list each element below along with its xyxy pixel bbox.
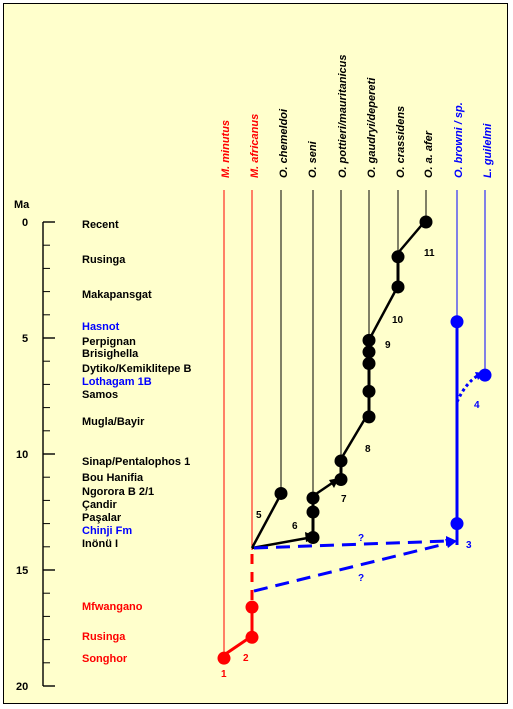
lineage-point xyxy=(245,600,259,614)
lineage-point xyxy=(419,215,433,229)
node-label-3: 3 xyxy=(466,540,472,551)
lineage-point xyxy=(217,651,231,665)
lineage-paths xyxy=(223,219,484,657)
tick-label-5: 5 xyxy=(22,333,28,345)
site-samos: Samos xyxy=(82,389,118,401)
lineage-point xyxy=(362,333,376,347)
node-label-6: 6 xyxy=(292,521,298,532)
taxon-o-gaudryi: O. gaudryi/depereti xyxy=(366,77,378,178)
site-lothagam: Lothagam 1B xyxy=(82,376,152,388)
node-label-10: 10 xyxy=(392,315,404,326)
lineage-point xyxy=(245,630,259,644)
lineage-point xyxy=(334,473,348,487)
site-inonu: Inönü I xyxy=(82,538,118,550)
site-rusinga-upper: Rusinga xyxy=(82,254,126,266)
taxon-m-minutus: M. minutus xyxy=(220,120,232,178)
question-mark-upper: ? xyxy=(358,533,364,544)
black-chemeldoi-branch xyxy=(250,493,283,549)
taxon-m-africanus: M. africanus xyxy=(249,114,261,178)
site-rusinga-lower: Rusinga xyxy=(82,631,126,643)
y-axis-ticks xyxy=(43,221,55,687)
lineage-point xyxy=(391,250,405,264)
taxon-o-browni: O. browni / sp. xyxy=(453,102,465,178)
site-dytiko: Dytiko/Kemiklitepe B xyxy=(82,363,191,375)
node-label-11: 11 xyxy=(424,248,435,259)
taxon-o-crassidens: O. crassidens xyxy=(395,106,407,178)
site-mfwangano: Mfwangano xyxy=(82,601,143,613)
site-labels: Recent Rusinga Makapansgat Hasnot Perpig… xyxy=(82,219,191,665)
taxon-o-a-afer: O. a. afer xyxy=(423,130,435,178)
node-label-8: 8 xyxy=(365,444,371,455)
range-lines xyxy=(223,190,486,655)
taxon-o-seni: O. seni xyxy=(307,140,319,178)
site-hasnot: Hasnot xyxy=(82,321,120,333)
tick-label-15: 15 xyxy=(16,565,28,577)
taxon-o-chemeldoi: O. chemeldoi xyxy=(278,108,290,178)
site-perpignan: Perpignan xyxy=(82,336,136,348)
site-chinji: Chinji Fm xyxy=(82,525,132,537)
blue-dashed-arrowhead-lower xyxy=(445,539,457,548)
node-labels: 1 2 3 4 5 6 7 8 9 10 11 ? ? xyxy=(221,248,480,680)
site-bou-hanifia: Bou Hanifia xyxy=(82,472,144,484)
site-songhor: Songhor xyxy=(82,653,128,665)
site-ngorora: Ngorora B 2/1 xyxy=(82,486,154,498)
lineage-point xyxy=(306,491,320,505)
site-sinap: Sinap/Pentalophos 1 xyxy=(82,456,190,468)
site-makapansgat: Makapansgat xyxy=(82,289,152,301)
lineage-point xyxy=(362,410,376,424)
site-candir: Çandir xyxy=(82,499,118,511)
taxon-l-guilelmi: L. guilelmi xyxy=(482,123,494,178)
lineage-point xyxy=(391,280,405,294)
tick-label-0: 0 xyxy=(22,217,28,229)
blue-guilelmi-dotted xyxy=(455,373,480,403)
lineage-point xyxy=(450,315,464,329)
lineage-point xyxy=(362,384,376,398)
lineage-point xyxy=(274,486,288,500)
taxon-o-pottieri: O. pottieri/mauritanicus xyxy=(337,55,349,178)
lineage-points xyxy=(217,215,492,665)
axis-unit-label: Ma xyxy=(14,199,30,211)
lineage-point xyxy=(334,454,348,468)
taxon-labels: M. minutus M. africanus O. chemeldoi O. … xyxy=(220,55,494,178)
node-label-9: 9 xyxy=(385,340,391,351)
blue-dashed-arrow-upper xyxy=(253,539,450,550)
lineage-point xyxy=(450,517,464,531)
site-pasalar: Paşalar xyxy=(82,512,122,524)
node-label-7: 7 xyxy=(341,494,347,505)
node-label-4: 4 xyxy=(474,400,480,411)
lineage-point xyxy=(362,345,376,359)
lineage-point xyxy=(478,368,492,382)
blue-dashed-arrow-lower xyxy=(253,541,450,593)
black-seni-branch xyxy=(251,535,314,550)
site-recent: Recent xyxy=(82,219,119,231)
lineage-point xyxy=(306,531,320,545)
lineage-point xyxy=(306,505,320,519)
node-label-5: 5 xyxy=(256,510,262,521)
figure-frame xyxy=(3,3,508,704)
tick-label-10: 10 xyxy=(16,449,28,461)
site-mugla: Mugla/Bayir xyxy=(82,416,145,428)
lineage-point xyxy=(362,357,376,371)
node-label-2: 2 xyxy=(243,653,249,664)
tick-label-20: 20 xyxy=(16,681,28,693)
black-crassidens-branch xyxy=(367,285,400,341)
question-mark-lower: ? xyxy=(358,573,364,584)
node-label-1: 1 xyxy=(221,669,227,680)
site-brisighella: Brisighella xyxy=(82,348,139,360)
